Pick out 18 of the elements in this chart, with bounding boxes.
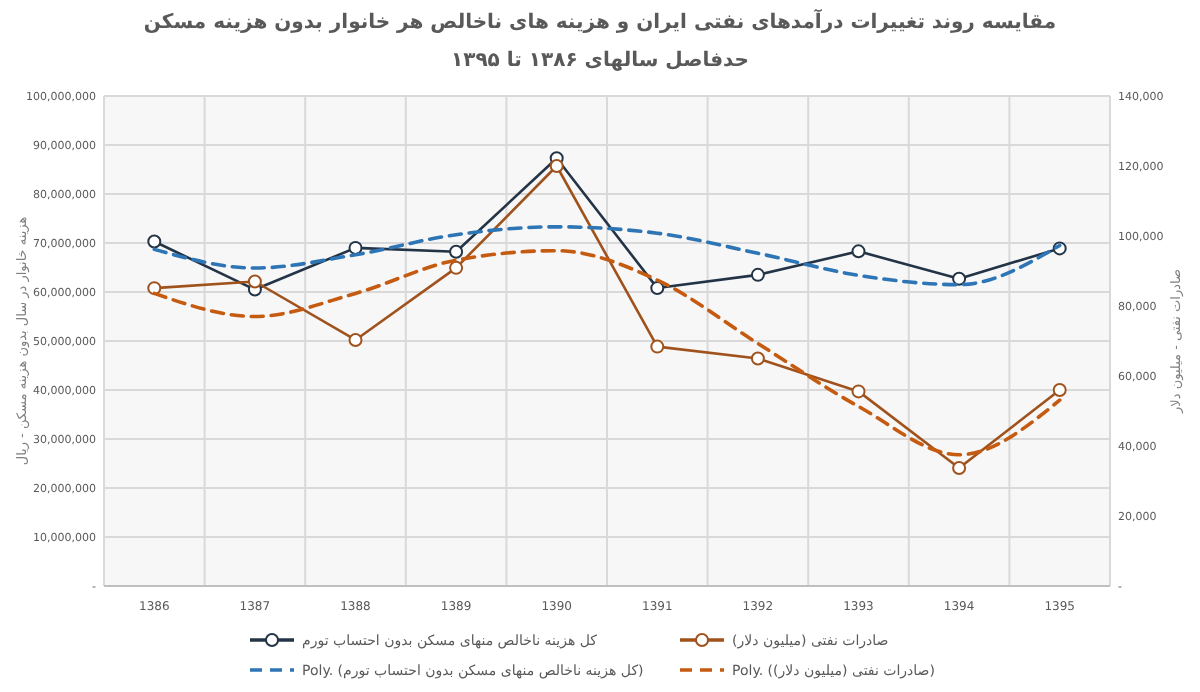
point	[952, 461, 967, 476]
point	[650, 281, 665, 296]
chart-subtitle: حدفاصل سالهای ۱۳۸۶ تا ۱۳۹۵	[450, 50, 750, 72]
point	[147, 281, 162, 296]
point	[851, 384, 866, 399]
point	[449, 260, 464, 275]
point	[1052, 383, 1067, 397]
point	[247, 274, 262, 289]
point	[750, 267, 765, 282]
point	[952, 271, 967, 286]
chart-title: مقایسه روند تغییرات درآمدهای نفتی ایران و هزینه های ناخالص هر خانوار بدون هزینه مسکن	[143, 8, 1057, 34]
point	[449, 244, 464, 259]
point	[750, 351, 765, 366]
point	[147, 234, 162, 249]
point	[650, 339, 665, 354]
point	[851, 244, 866, 259]
point	[549, 159, 564, 173]
point	[348, 332, 363, 347]
